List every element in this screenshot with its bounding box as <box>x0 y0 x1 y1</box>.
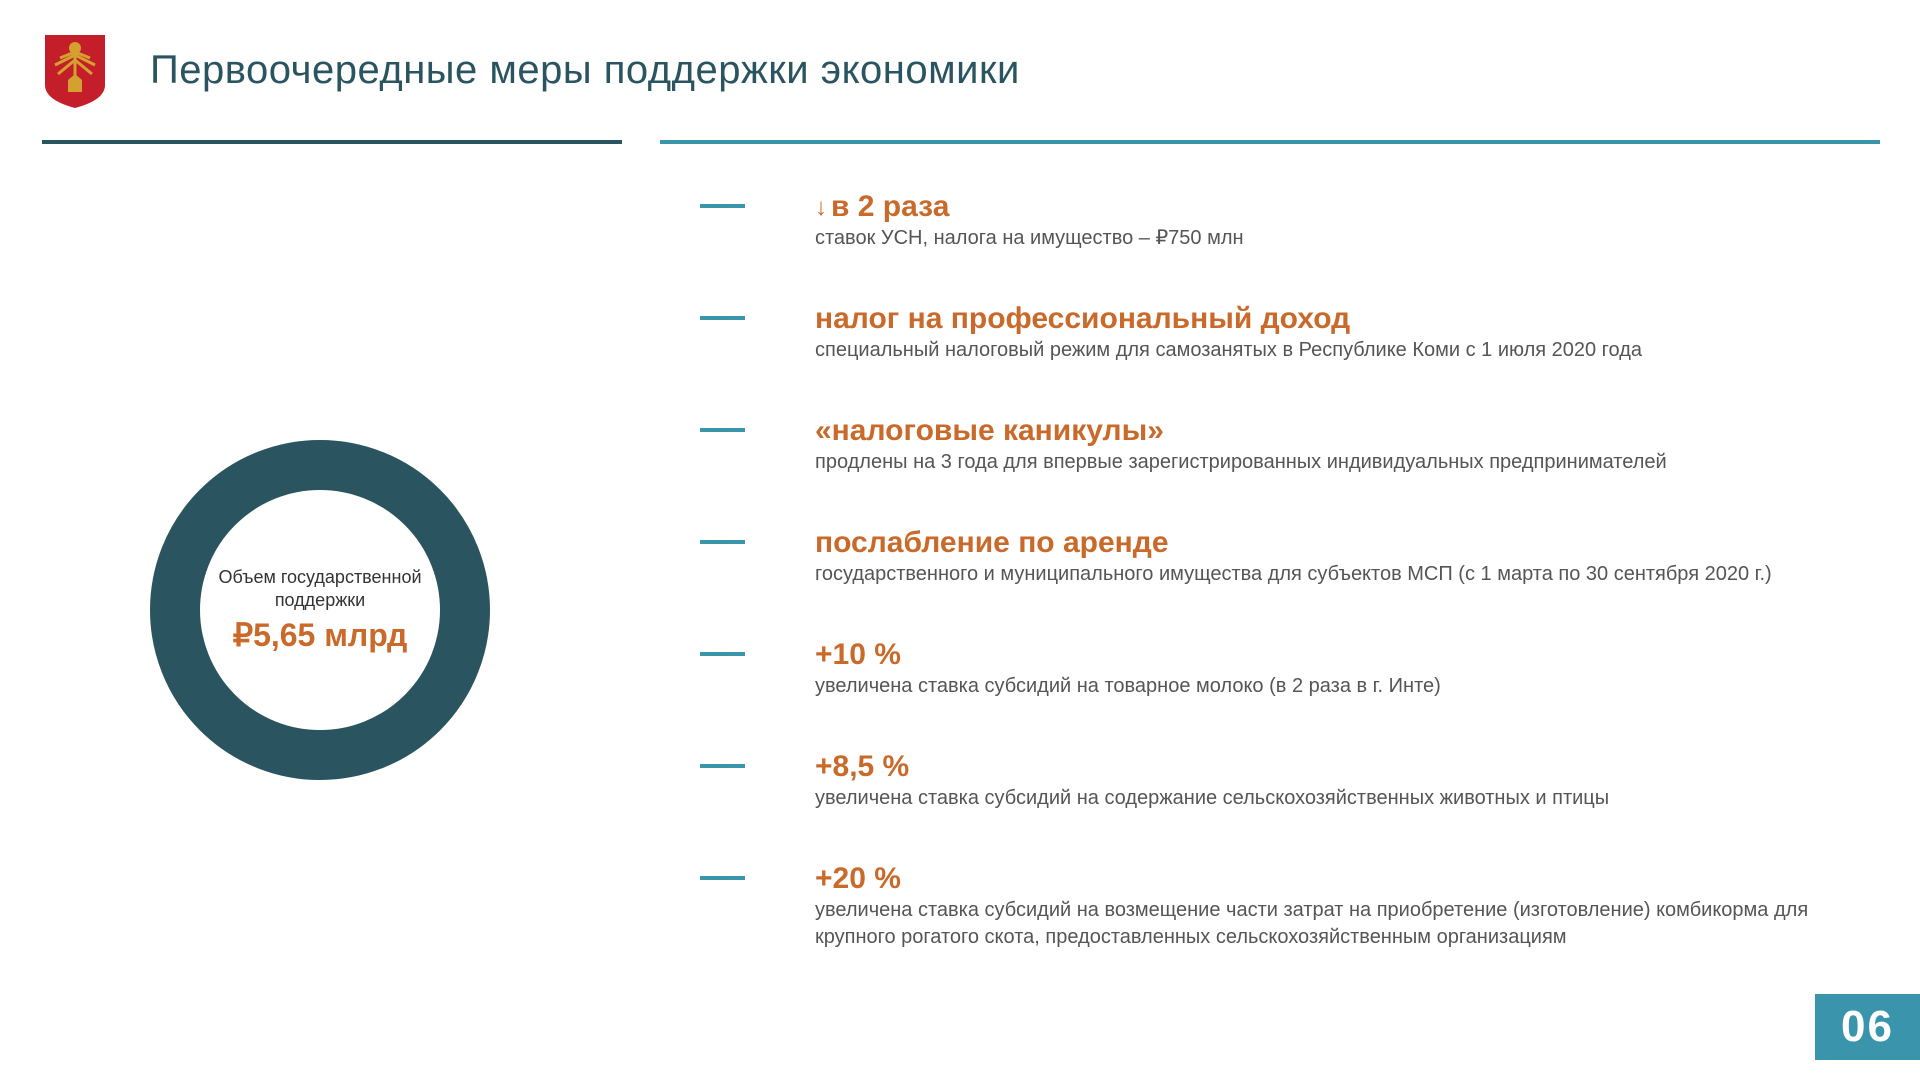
divider-right <box>660 140 1880 144</box>
measure-description: увеличена ставка субсидий на возмещение … <box>815 897 1840 951</box>
tick-marker <box>700 652 745 656</box>
support-ring: Объем государственной поддержки ₽5,65 мл… <box>150 440 490 780</box>
measure-item: ↓в 2 разаставок УСН, налога на имущество… <box>700 190 1840 252</box>
measure-body: +20 %увеличена ставка субсидий на возмещ… <box>815 862 1840 951</box>
measure-title: «налоговые каникулы» <box>815 414 1840 447</box>
tick-marker <box>700 764 745 768</box>
measure-title: ↓в 2 раза <box>815 190 1840 223</box>
measure-item: послабление по арендегосударственного и … <box>700 526 1840 588</box>
measures-list: ↓в 2 разаставок УСН, налога на имущество… <box>700 190 1840 1001</box>
measure-title: +8,5 % <box>815 750 1840 783</box>
measure-body: +10 %увеличена ставка субсидий на товарн… <box>815 638 1840 700</box>
tick-marker <box>700 876 745 880</box>
measure-body: +8,5 %увеличена ставка субсидий на содер… <box>815 750 1840 812</box>
measure-item: +10 %увеличена ставка субсидий на товарн… <box>700 638 1840 700</box>
measure-item: налог на профессиональный доходспециальн… <box>700 302 1840 364</box>
measure-body: «налоговые каникулы»продлены на 3 года д… <box>815 414 1840 476</box>
ring-value: ₽5,65 млрд <box>233 616 408 654</box>
measure-title-text: в 2 раза <box>831 190 949 223</box>
measure-title: послабление по аренде <box>815 526 1840 559</box>
ring-label-line1: Объем государственной <box>218 566 421 589</box>
measure-item: «налоговые каникулы»продлены на 3 года д… <box>700 414 1840 476</box>
measure-title: налог на профессиональный доход <box>815 302 1840 335</box>
measure-title-text: +8,5 % <box>815 750 909 783</box>
measure-body: налог на профессиональный доходспециальн… <box>815 302 1840 364</box>
measure-title: +10 % <box>815 638 1840 671</box>
tick-marker <box>700 204 745 208</box>
measure-description: увеличена ставка субсидий на товарное мо… <box>815 673 1840 700</box>
measure-description: государственного и муниципального имущес… <box>815 561 1840 588</box>
measure-description: увеличена ставка субсидий на содержание … <box>815 785 1840 812</box>
measure-item: +8,5 %увеличена ставка субсидий на содер… <box>700 750 1840 812</box>
down-arrow-icon: ↓ <box>815 194 827 221</box>
ring-label-line2: поддержки <box>275 589 365 612</box>
ring-shape: Объем государственной поддержки ₽5,65 мл… <box>150 440 490 780</box>
page-number: 06 <box>1815 994 1920 1060</box>
divider-left <box>42 140 622 144</box>
tick-marker <box>700 428 745 432</box>
measure-title: +20 % <box>815 862 1840 895</box>
measure-item: +20 %увеличена ставка субсидий на возмещ… <box>700 862 1840 951</box>
measure-title-text: +10 % <box>815 638 901 671</box>
measure-body: послабление по арендегосударственного и … <box>815 526 1840 588</box>
measure-title-text: «налоговые каникулы» <box>815 414 1164 447</box>
measure-title-text: +20 % <box>815 862 901 895</box>
measure-description: ставок УСН, налога на имущество – ₽750 м… <box>815 225 1840 252</box>
measure-body: ↓в 2 разаставок УСН, налога на имущество… <box>815 190 1840 252</box>
measure-description: специальный налоговый режим для самозаня… <box>815 337 1840 364</box>
measure-description: продлены на 3 года для впервые зарегистр… <box>815 449 1840 476</box>
measure-title-text: налог на профессиональный доход <box>815 302 1350 335</box>
tick-marker <box>700 316 745 320</box>
tick-marker <box>700 540 745 544</box>
header: Первоочередные меры поддержки экономики <box>0 0 1920 130</box>
coat-of-arms-icon <box>40 30 110 110</box>
page-title: Первоочередные меры поддержки экономики <box>150 48 1020 93</box>
measure-title-text: послабление по аренде <box>815 526 1169 559</box>
